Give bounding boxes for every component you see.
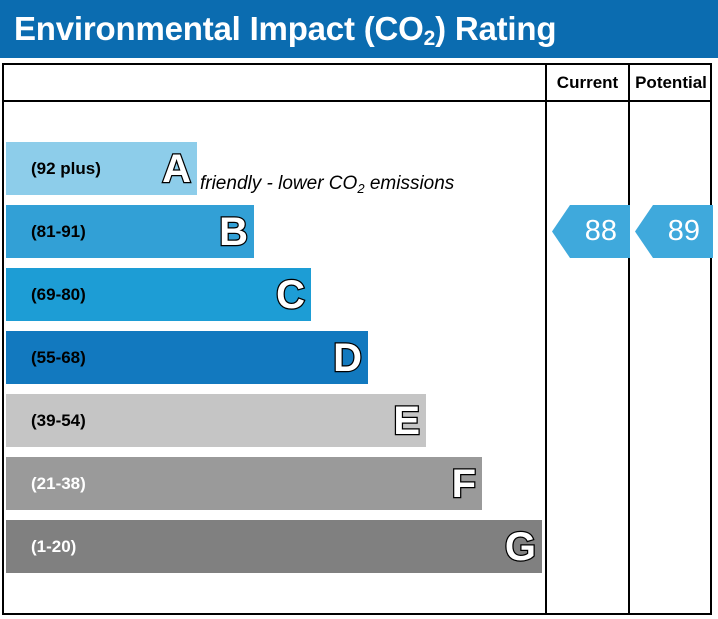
title-bar: Environmental Impact (CO2) Rating: [0, 0, 718, 58]
page-title-prefix: Environmental Impact (CO: [14, 10, 424, 47]
column-divider-current: [545, 65, 547, 613]
band-g-letter: G: [504, 524, 538, 569]
band-e: (39-54) E: [6, 394, 426, 447]
band-b-range: (81-91): [31, 221, 86, 241]
caption-top-subscript: 2: [357, 181, 365, 196]
band-a-letter: A: [161, 146, 192, 191]
header-divider: [4, 100, 710, 102]
band-a-range: (92 plus): [31, 158, 101, 178]
band-c-range: (69-80): [31, 284, 86, 304]
band-c-letter: C: [275, 272, 306, 317]
column-header-current: Current: [556, 73, 619, 92]
potential-rating-value: 89: [667, 215, 700, 247]
band-e-range: (39-54): [31, 410, 86, 430]
column-header-potential: Potential: [635, 73, 707, 92]
band-g: (1-20) G: [6, 520, 542, 573]
page-title: Environmental Impact (CO2) Rating: [14, 10, 557, 50]
page-title-suffix: ) Rating: [435, 10, 557, 47]
band-c: (69-80) C: [6, 268, 311, 321]
page-title-subscript: 2: [423, 27, 436, 50]
current-rating-arrow: 88: [552, 205, 630, 258]
band-d-range: (55-68): [31, 347, 86, 367]
rating-table: Current Potential Very environmentally f…: [2, 63, 713, 615]
band-b: (81-91) B: [6, 205, 254, 258]
band-f: (21-38) F: [6, 457, 482, 510]
band-a: (92 plus) A: [6, 142, 197, 195]
band-e-letter: E: [392, 398, 421, 443]
band-b-letter: B: [218, 209, 249, 254]
band-g-range: (1-20): [31, 536, 77, 556]
potential-rating-arrow: 89: [635, 205, 713, 258]
current-rating-value: 88: [584, 215, 617, 247]
band-d-letter: D: [332, 335, 363, 380]
band-f-letter: F: [450, 461, 477, 506]
column-divider-potential: [628, 65, 630, 613]
band-d: (55-68) D: [6, 331, 368, 384]
caption-top-suffix: emissions: [364, 173, 455, 194]
band-f-range: (21-38): [31, 473, 86, 493]
